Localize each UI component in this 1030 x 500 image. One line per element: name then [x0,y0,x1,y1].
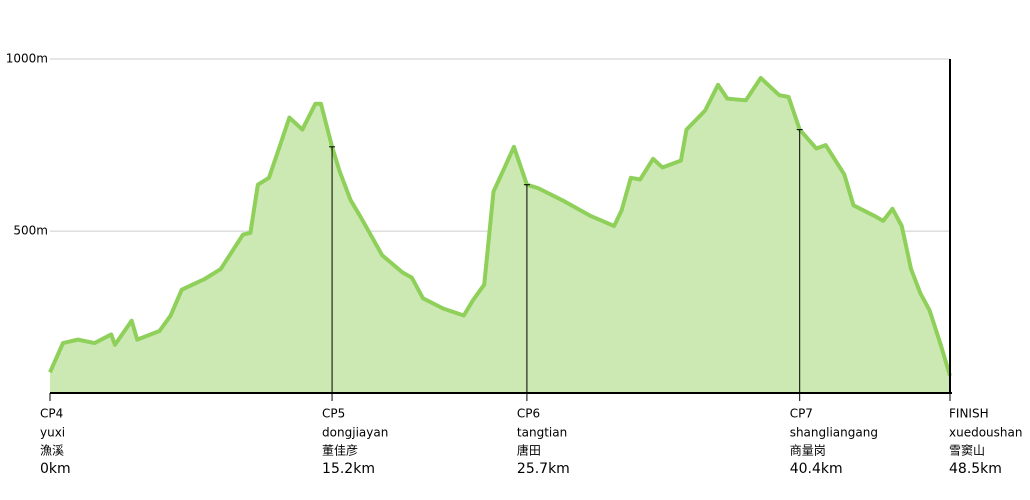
checkpoint-name: CP4 [40,407,63,421]
elevation-area [50,77,950,393]
checkpoint-km: 40.4km [790,461,843,477]
checkpoint-km: 0km [40,461,71,477]
checkpoint-name: CP7 [790,407,813,421]
y-tick-label: 500m [13,224,48,238]
checkpoint-name: FINISH [949,407,989,421]
elevation-line [48,75,952,377]
checkpoint-place: dongjiayan [322,426,388,440]
checkpoint-name: CP6 [517,407,540,421]
checkpoint-km: 15.2km [322,461,375,477]
checkpoint-name: CP5 [322,407,345,421]
checkpoint-place: tangtian [517,426,567,440]
y-tick-label: 1000m [6,52,48,66]
checkpoint-place-cn: 唐田 [517,443,541,458]
checkpoint-km: 48.5km [949,461,1002,477]
checkpoint-place: shangliangang [790,426,878,440]
checkpoint-place-cn: 漁溪 [40,444,64,458]
checkpoint-place: yuxi [40,426,65,440]
checkpoint-km: 25.7km [517,461,570,477]
checkpoint-place-cn: 商量岗 [790,443,826,458]
checkpoint-place-cn: 董佳彦 [322,443,358,458]
checkpoint-place: xuedoushan [949,426,1022,440]
checkpoint-place-cn: 雪窦山 [949,444,985,458]
